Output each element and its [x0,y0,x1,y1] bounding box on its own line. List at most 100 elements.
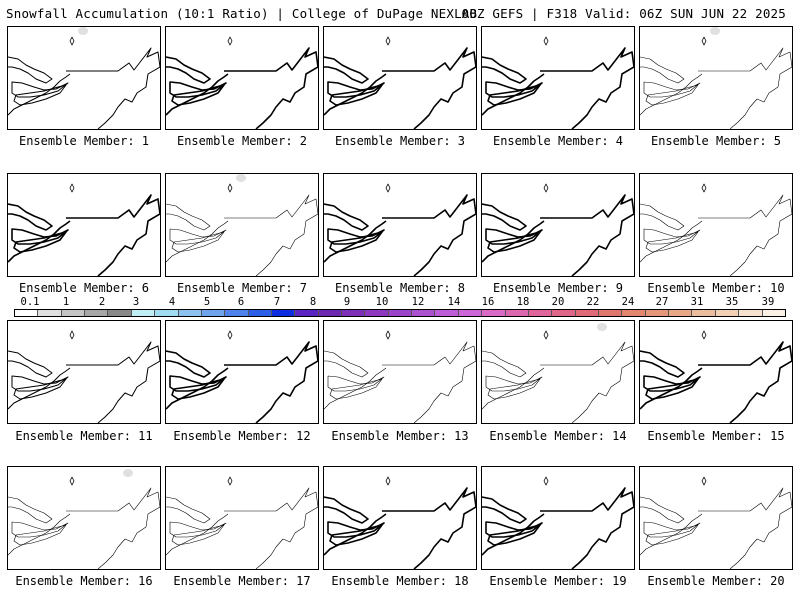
snowfall-shading [78,27,88,35]
lake-erie-outline [643,521,701,538]
northeast-us-map [166,476,318,569]
northeast-us-map [640,183,792,276]
island-marker [227,36,233,46]
colorbar-swatch [669,310,693,316]
ensemble-member-label: Ensemble Member: 1 [18,134,150,148]
colorbar-tick-label: 2 [98,296,106,308]
colorbar-swatch [598,310,623,316]
island-marker [701,36,707,46]
lake-ontario-outline [171,231,225,253]
snowfall-shading [236,174,246,182]
great-lakes-outline [324,203,369,231]
state-border-line [224,487,318,569]
colorbar-swatch [645,310,670,316]
lake-erie-outline [11,521,69,538]
ensemble-map-panel [7,26,161,130]
ensemble-map-panel [165,173,319,277]
great-lakes-outline [8,203,53,231]
colorbar-swatch [342,310,366,316]
great-lakes-outline [482,350,527,378]
colorbar-tick-label: 39 [761,296,775,308]
great-lakes-outline [8,56,53,84]
lake-erie-outline [643,81,701,98]
state-border-line [382,47,476,129]
state-border-line [382,341,476,423]
ensemble-member-label: Ensemble Member: 12 [173,429,311,443]
island-marker [69,36,75,46]
colorbar-swatch [739,310,763,316]
colorbar-swatch [271,310,296,316]
lake-erie-outline [327,375,385,392]
ensemble-map-panel [165,466,319,570]
ensemble-map-panel [7,466,161,570]
lake-ontario-outline [171,378,225,400]
state-border-line [698,47,792,129]
lake-ontario-outline [171,524,225,546]
colorbar-swatch [61,310,86,316]
state-border-line [224,341,318,423]
map-title: Snowfall Accumulation (10:1 Ratio) | Col… [6,6,478,21]
colorbar-swatch [528,310,553,316]
lake-erie-outline [11,375,69,392]
island-marker [385,36,391,46]
island-marker [543,36,549,46]
ensemble-member-label: Ensemble Member: 11 [15,429,153,443]
northeast-us-map [640,330,792,423]
colorbar-tick-label: 0.1 [20,296,40,308]
island-marker [69,183,75,193]
colorbar-tick-label: 27 [655,296,669,308]
state-border-line [66,194,160,276]
northeast-us-map [482,36,634,129]
lake-ontario-outline [13,378,67,400]
colorbar-swatch [692,310,716,316]
colorbar-swatch [622,310,646,316]
lake-ontario-outline [329,231,383,253]
colorbar-tick-label: 12 [411,296,425,308]
island-marker [227,183,233,193]
colorbar-tick-label: 7 [273,296,281,308]
great-lakes-outline [324,350,369,378]
lake-erie-outline [485,375,543,392]
ensemble-member-label: Ensemble Member: 18 [331,574,469,588]
island-marker [385,476,391,486]
lake-ontario-outline [171,84,225,106]
ensemble-map-panel [323,320,477,424]
state-border-line [382,487,476,569]
ensemble-member-label: Ensemble Member: 9 [492,281,624,295]
ensemble-member-label: Ensemble Member: 2 [176,134,308,148]
colorbar-tick-label: 1 [62,296,70,308]
state-border-line [224,194,318,276]
colorbar-tick-label: 18 [516,296,530,308]
colorbar-swatch [388,310,413,316]
colorbar-tick-label: 24 [621,296,635,308]
colorbar-swatch [435,310,459,316]
ensemble-map-panel [481,320,635,424]
ensemble-map-panel [639,26,793,130]
ensemble-map-panel [639,173,793,277]
great-lakes-outline [324,56,369,84]
ensemble-map-panel [165,26,319,130]
snowfall-shading [123,469,133,477]
island-marker [385,183,391,193]
ensemble-map-panel [165,320,319,424]
state-border-line [66,487,160,569]
lake-ontario-outline [487,84,541,106]
ensemble-map-panel [481,466,635,570]
colorbar-tick-label: 20 [551,296,565,308]
colorbar-swatch [458,310,483,316]
colorbar-swatch [575,310,599,316]
ensemble-member-label: Ensemble Member: 19 [489,574,627,588]
lake-ontario-outline [329,378,383,400]
lake-ontario-outline [13,524,67,546]
ensemble-map-panel [7,173,161,277]
colorbar-swatch [225,310,249,316]
ensemble-member-label: Ensemble Member: 20 [647,574,785,588]
colorbar-tick-label: 6 [237,296,245,308]
colorbar-swatch [715,310,740,316]
colorbar-swatch [131,310,156,316]
colorbar-tick-label: 16 [481,296,495,308]
ensemble-member-label: Ensemble Member: 8 [334,281,466,295]
lake-erie-outline [485,521,543,538]
island-marker [543,183,549,193]
great-lakes-outline [166,56,211,84]
